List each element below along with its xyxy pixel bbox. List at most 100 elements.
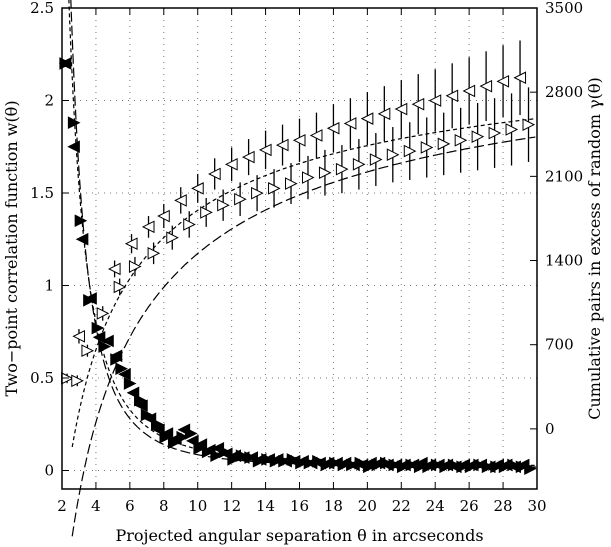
x-tick-label: 30 xyxy=(527,497,546,515)
data-point-series-2 xyxy=(474,458,488,472)
data-point-series-2 xyxy=(143,412,157,426)
data-point-series-4 xyxy=(147,247,161,260)
data-point-series-2 xyxy=(101,334,114,348)
data-point-series-2 xyxy=(211,441,225,455)
data-point-series-1 xyxy=(74,214,88,228)
data-point-series-2 xyxy=(448,460,462,474)
data-point-series-4 xyxy=(386,148,400,162)
data-point-series-4 xyxy=(71,374,84,388)
y-left-tick-label: 1.5 xyxy=(30,184,54,202)
x-tick-label: 16 xyxy=(290,497,309,515)
data-point-series-4 xyxy=(488,126,502,140)
data-point-series-3 xyxy=(107,262,121,276)
data-point-series-3 xyxy=(394,102,408,116)
data-point-series-4 xyxy=(318,166,332,180)
data-point-series-3 xyxy=(479,79,493,93)
data-point-series-4 xyxy=(301,171,315,184)
x-tick-label: 24 xyxy=(426,497,445,515)
data-point-series-2 xyxy=(372,456,386,470)
x-tick-label: 2 xyxy=(57,497,67,515)
y-left-tick-label: 1 xyxy=(44,277,54,295)
data-point-series-4 xyxy=(369,153,383,166)
data-point-series-1 xyxy=(98,340,112,353)
data-point-series-4 xyxy=(352,158,366,171)
data-point-series-4 xyxy=(471,130,485,143)
data-point-series-3 xyxy=(360,112,374,125)
data-point-series-3 xyxy=(377,107,391,121)
x-tick-label: 22 xyxy=(392,497,411,515)
data-point-series-3 xyxy=(428,94,442,107)
data-point-series-2 xyxy=(338,456,352,470)
data-point-series-4 xyxy=(505,123,519,136)
data-point-series-2 xyxy=(169,432,182,446)
data-point-series-3 xyxy=(225,158,238,171)
y-axis-right-label: Cumulative pairs in excess of random γ(θ… xyxy=(585,77,604,420)
data-point-series-4 xyxy=(96,307,110,320)
x-tick-label: 14 xyxy=(256,497,275,515)
y-left-tick-label: 2.5 xyxy=(30,0,54,17)
data-point-series-3 xyxy=(275,138,289,152)
data-point-series-2 xyxy=(194,438,208,451)
x-tick-label: 20 xyxy=(358,497,377,515)
data-point-series-4 xyxy=(420,141,434,154)
x-tick-label: 18 xyxy=(324,497,343,515)
data-point-series-4 xyxy=(81,344,95,358)
y-left-tick-label: 2 xyxy=(44,92,54,110)
y-right-tick-label: 1400 xyxy=(545,252,583,270)
data-point-series-2 xyxy=(228,449,242,463)
data-point-series-4 xyxy=(251,186,264,200)
data-point-series-4 xyxy=(217,198,230,212)
data-markers xyxy=(58,40,537,475)
data-point-series-2 xyxy=(84,292,97,305)
data-point-series-2 xyxy=(296,454,309,468)
data-point-series-2 xyxy=(109,349,123,363)
data-point-series-2 xyxy=(186,434,199,448)
data-point-series-4 xyxy=(166,231,179,244)
data-point-series-3 xyxy=(258,143,272,157)
data-point-series-3 xyxy=(309,129,323,142)
x-tick-label: 12 xyxy=(222,497,241,515)
data-point-series-1 xyxy=(123,377,137,390)
data-point-series-3 xyxy=(462,84,476,98)
data-point-series-2 xyxy=(516,458,530,472)
data-point-series-4 xyxy=(454,133,468,147)
data-point-series-4 xyxy=(234,192,247,206)
data-point-series-1 xyxy=(115,362,128,376)
data-point-series-2 xyxy=(355,458,369,472)
y-right-tick-label: 2100 xyxy=(545,167,583,185)
data-point-series-3 xyxy=(124,237,138,250)
data-point-series-2 xyxy=(152,423,165,437)
data-point-series-3 xyxy=(326,121,340,135)
data-point-series-2 xyxy=(202,443,216,457)
data-point-series-4 xyxy=(113,280,127,294)
data-point-series-3 xyxy=(191,182,204,195)
data-point-series-2 xyxy=(270,453,284,466)
data-point-series-1 xyxy=(91,321,105,335)
data-point-series-4 xyxy=(183,218,196,231)
x-tick-label: 8 xyxy=(159,497,169,515)
data-point-series-4 xyxy=(268,182,281,195)
data-point-series-2 xyxy=(177,423,191,437)
data-point-series-2 xyxy=(126,386,140,400)
data-point-series-4 xyxy=(335,162,349,176)
data-point-series-2 xyxy=(482,460,496,474)
data-point-series-3 xyxy=(174,194,187,207)
data-point-series-2 xyxy=(415,456,428,470)
data-point-series-2 xyxy=(135,399,148,413)
data-point-series-4 xyxy=(437,137,451,151)
data-point-series-4 xyxy=(522,118,536,131)
grid xyxy=(62,7,537,489)
data-point-series-4 xyxy=(200,206,213,219)
axis-ticks: 2 4 6 8 10 12 14 16 18 20 22 24 26 28 3000.511.522.507… xyxy=(30,0,583,515)
data-point-series-2 xyxy=(499,458,513,472)
y-axis-left-label: Two−point correlation function w(θ) xyxy=(2,100,21,396)
data-point-series-3 xyxy=(208,167,221,181)
data-point-series-4 xyxy=(285,177,298,190)
data-point-series-2 xyxy=(58,57,72,70)
data-point-series-4 xyxy=(403,144,417,158)
y-right-tick-label: 700 xyxy=(545,336,574,354)
data-point-series-2 xyxy=(92,330,106,344)
x-tick-label: 28 xyxy=(494,497,513,515)
fit-curve-gamma-long xyxy=(71,136,536,537)
